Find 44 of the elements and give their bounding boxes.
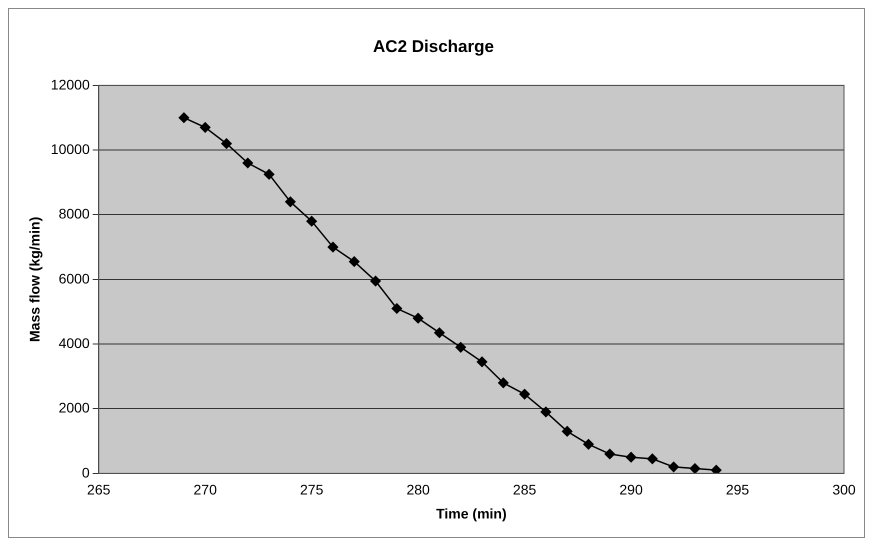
x-tick-label: 300 [832,482,856,498]
point [540,406,552,418]
point [392,303,402,314]
point [412,312,424,324]
point [221,138,232,149]
point [328,242,338,252]
x-tick-label: 285 [512,482,536,498]
y-tick-label: 8000 [58,206,90,222]
y-tick-label: 12000 [50,76,90,92]
point [306,216,317,226]
y-axis-title: Mass flow (kg/min) [26,216,42,342]
point [690,463,700,474]
point [434,328,445,338]
point [285,196,296,208]
point [264,169,274,180]
x-tick-label: 280 [406,482,430,498]
point [626,452,636,462]
chart-title: AC2 Discharge [373,36,494,56]
y-tick-label: 2000 [58,400,90,416]
point [498,378,509,388]
point [710,464,722,474]
point [647,454,658,464]
point [519,388,530,400]
x-tick-label: 275 [300,482,324,498]
y-tick-label: 6000 [58,270,90,286]
y-tick-label: 0 [82,464,90,480]
point [668,462,679,472]
point [370,276,381,286]
x-tick-label: 290 [619,482,643,498]
point [178,112,190,123]
y-tick-label: 4000 [58,334,90,351]
y-tick-label: 10000 [50,140,90,157]
point [349,256,360,267]
x-tick-label: 295 [726,482,750,498]
x-tick-label: 270 [194,482,218,498]
point [604,448,616,460]
x-tick-label: 265 [87,482,111,498]
point [562,426,572,437]
point [583,439,594,450]
point [200,122,210,133]
point [476,356,488,368]
x-axis-title: Time (min) [436,505,507,522]
point [242,158,254,168]
point [455,342,466,353]
